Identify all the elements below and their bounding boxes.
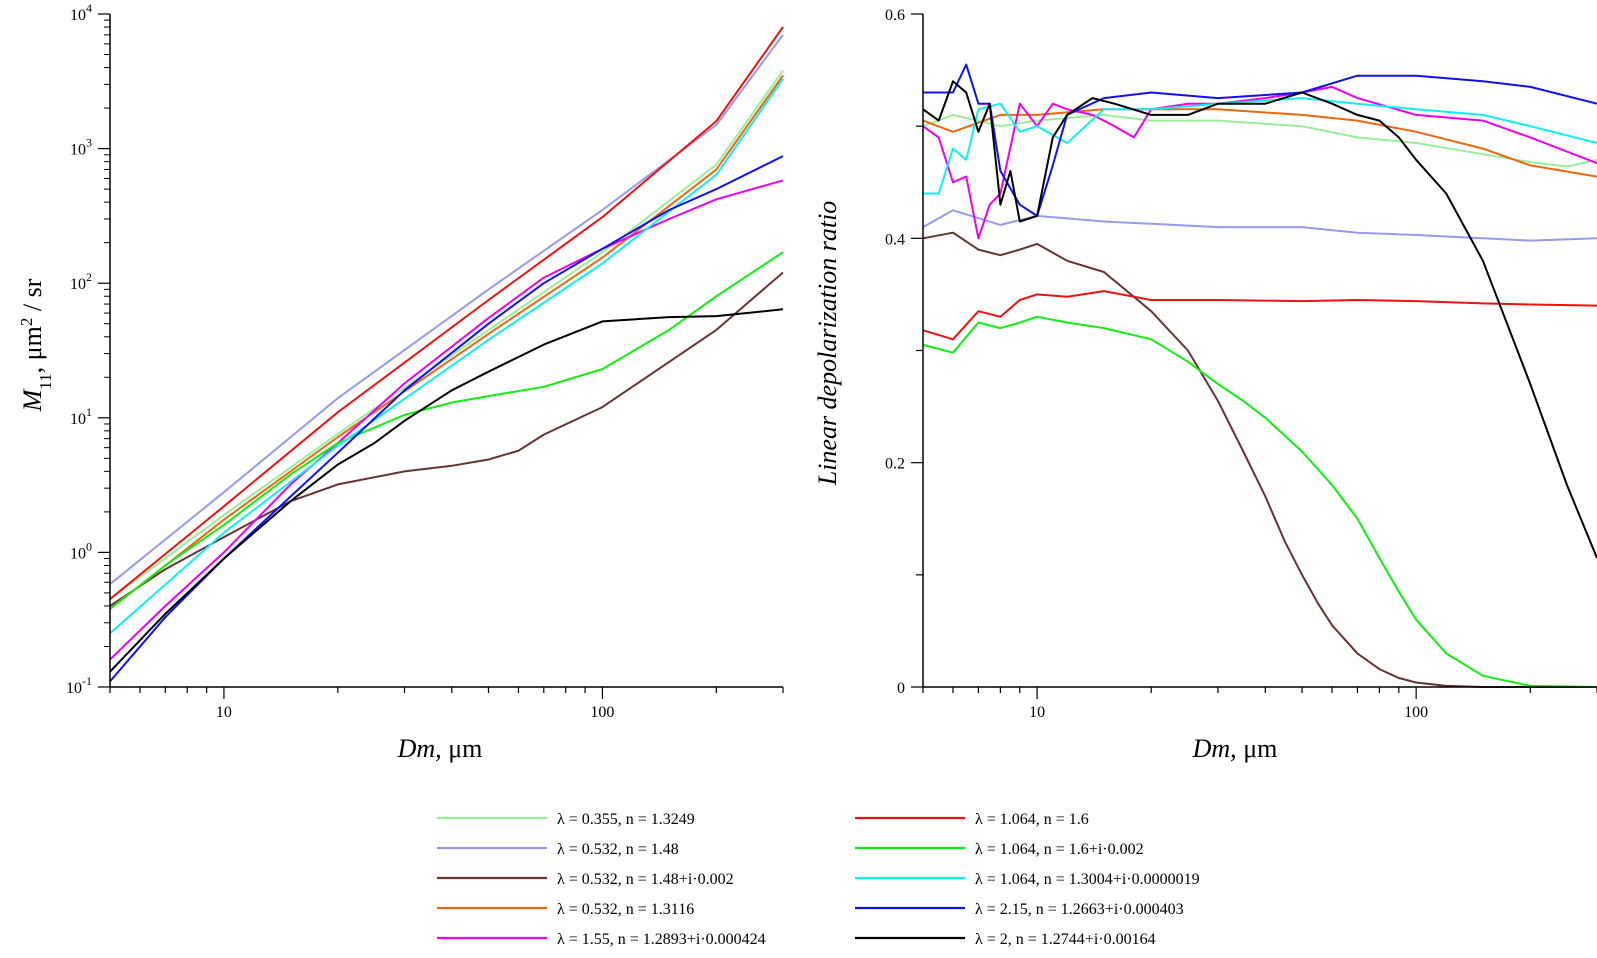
legend-label: λ = 2, n = 1.2744+i·0.00164: [975, 931, 1156, 948]
m11-series-line-9: [109, 308, 784, 673]
legend-item: λ = 2, n = 1.2744+i·0.00164: [855, 931, 1156, 948]
legend-item: λ = 1.064, n = 1.6+i·0.002: [855, 841, 1144, 858]
m11-series-line-5: [109, 26, 784, 600]
legend-item: λ = 1.064, n = 1.6: [855, 811, 1089, 828]
legend-label: λ = 1.064, n = 1.6: [975, 811, 1089, 828]
m11-x-tick-label: 100: [590, 704, 614, 721]
depol-x-tick-label: 100: [1404, 704, 1428, 721]
legend-label: λ = 1.55, n = 1.2893+i·0.000424: [557, 931, 766, 948]
m11-y-tick-label: 101: [70, 405, 92, 428]
legend-label: λ = 0.532, n = 1.3116: [557, 901, 694, 918]
legend-label: λ = 0.532, n = 1.48: [557, 841, 679, 858]
legend-item: λ = 1.064, n = 1.3004+i·0.0000019: [855, 871, 1200, 888]
depol-y-tick-label: 0: [897, 680, 905, 697]
legend-item: λ = 2.15, n = 1.2663+i·0.000403: [855, 901, 1184, 918]
depol-series-line-9: [922, 80, 1597, 559]
depol-series-line-2: [922, 231, 1597, 688]
chart-m11: 10 100 10-1 100 101 102 103 104 Dm, μm M11, μm2…: [17, 1, 784, 763]
depol-y-tick-label: 0.2: [885, 456, 905, 473]
depol-y-tick-label: 0.4: [885, 231, 905, 248]
legend-label: λ = 1.064, n = 1.3004+i·0.0000019: [975, 871, 1200, 888]
legend-item: λ = 0.355, n = 1.3249: [437, 811, 695, 828]
depol-x-axis-title: Dm, μm: [1192, 734, 1278, 763]
legend-item: λ = 0.532, n = 1.3116: [437, 901, 694, 918]
depol-series-group: [922, 63, 1597, 688]
m11-series-line-1: [109, 34, 784, 585]
m11-y-tick-label: 10-1: [66, 674, 92, 697]
depol-series-line-1: [922, 209, 1597, 242]
m11-y-tick-label: 103: [70, 136, 92, 159]
legend-label: λ = 0.355, n = 1.3249: [557, 811, 695, 828]
depol-series-line-4: [922, 85, 1597, 240]
legend: λ = 0.355, n = 1.3249 λ = 0.532, n = 1.48…: [437, 811, 1200, 948]
m11-x-axis-title: Dm, μm: [397, 734, 483, 763]
m11-series-line-3: [109, 74, 784, 610]
legend-item: λ = 1.55, n = 1.2893+i·0.000424: [437, 931, 766, 948]
depol-x-tick-label: 10: [1029, 704, 1045, 721]
depol-series-line-0: [922, 113, 1597, 168]
legend-label: λ = 1.064, n = 1.6+i·0.002: [975, 841, 1144, 858]
m11-x-tick-label: 10: [216, 704, 232, 721]
depol-series-line-7: [923, 97, 1597, 195]
m11-series-line-8: [109, 155, 784, 683]
depol-y-tick-label: 0.6: [885, 7, 905, 24]
chart-depolarization: 10 100 0 0.2 0.4 0.6 Dm, μm Linear depolariza…: [813, 7, 1597, 763]
depol-series-line-5: [922, 290, 1597, 341]
legend-label: λ = 2.15, n = 1.2663+i·0.000403: [975, 901, 1184, 918]
m11-series-line-4: [109, 179, 784, 661]
m11-series-line-0: [109, 70, 784, 600]
m11-series-line-2: [109, 271, 784, 607]
depol-series-line-3: [922, 108, 1597, 178]
m11-series-line-7: [109, 78, 784, 635]
legend-item: λ = 0.532, n = 1.48: [437, 841, 679, 858]
m11-series-group: [109, 26, 784, 683]
m11-axes: 10 100 10-1 100 101 102 103 104: [66, 1, 784, 721]
m11-series-line-6: [109, 251, 784, 610]
legend-label: λ = 0.532, n = 1.48+i·0.002: [557, 871, 734, 888]
depol-axes: 10 100 0 0.2 0.4 0.6: [885, 7, 1597, 721]
m11-y-tick-label: 104: [70, 1, 92, 24]
m11-y-tick-label: 100: [70, 539, 92, 562]
depol-series-line-8: [923, 63, 1597, 217]
m11-y-axis-title: M11, μm2 / sr: [17, 278, 55, 412]
legend-item: λ = 0.532, n = 1.48+i·0.002: [437, 871, 734, 888]
m11-y-tick-label: 102: [70, 270, 92, 293]
depol-y-axis-title: Linear depolarization ratio: [813, 201, 842, 487]
depol-series-line-6: [922, 315, 1597, 688]
